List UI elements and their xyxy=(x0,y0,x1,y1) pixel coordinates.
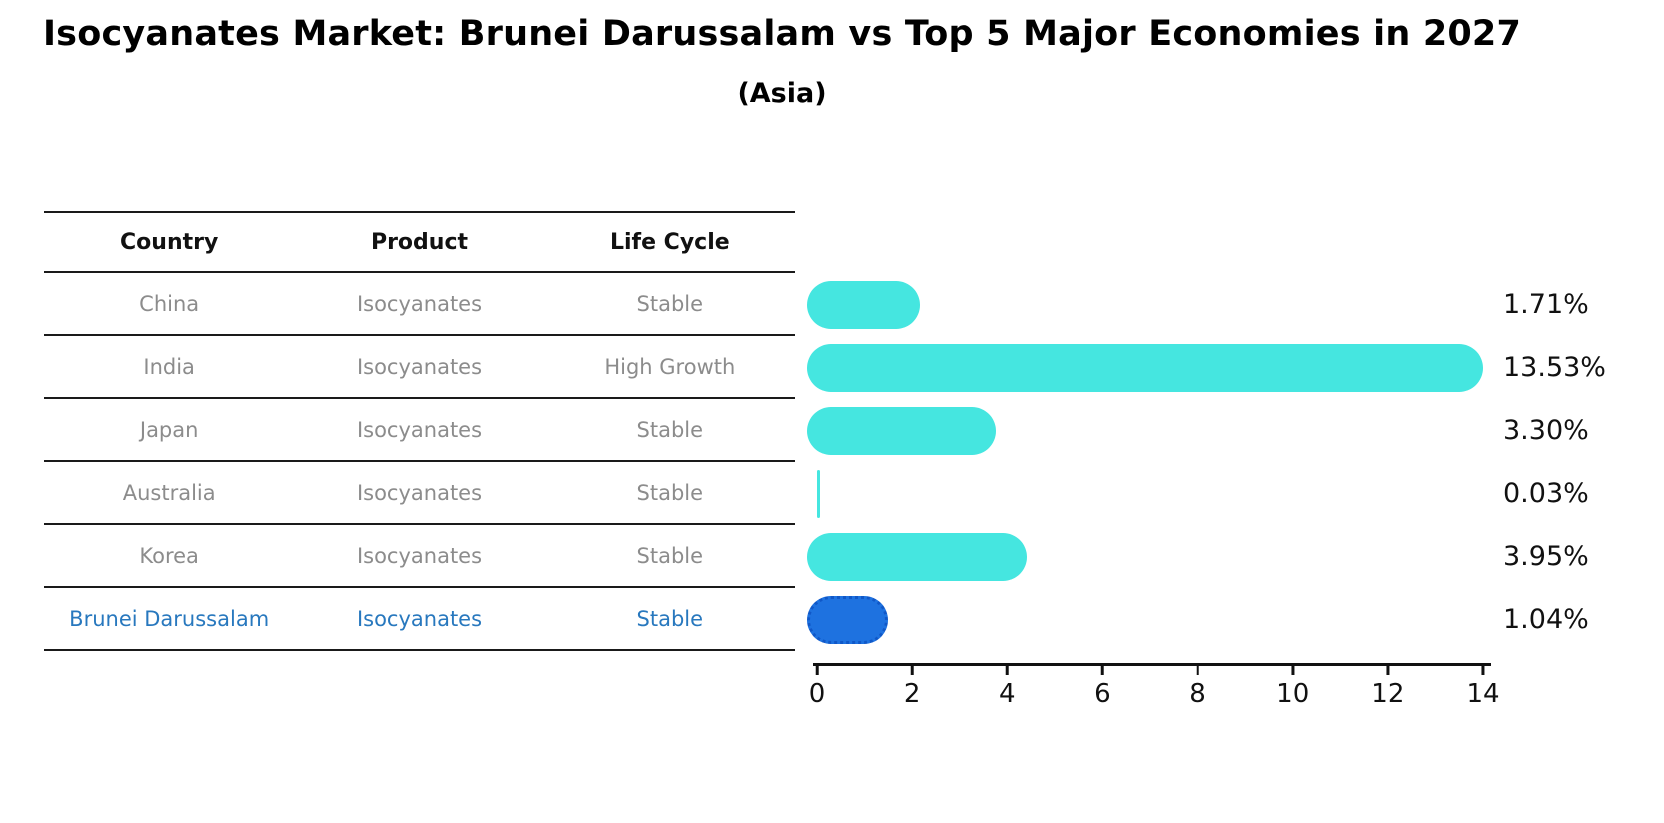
value-label: 13.53% xyxy=(1503,352,1606,383)
x-tick-label: 2 xyxy=(903,679,921,709)
value-label: 0.03% xyxy=(1503,478,1589,509)
country-cell: Australia xyxy=(122,480,216,505)
bar-australia xyxy=(817,469,821,518)
life-cycle-cell: Stable xyxy=(636,480,704,505)
country-cell: Brunei Darussalam xyxy=(69,606,270,631)
x-tick-mark xyxy=(815,666,819,675)
x-tick-label: 10 xyxy=(1276,679,1310,709)
value-label: 3.30% xyxy=(1503,415,1589,446)
x-tick-mark xyxy=(1006,666,1009,675)
bar-brunei-darussalam xyxy=(807,595,889,644)
x-tick-mark xyxy=(1291,666,1294,675)
value-label: 1.71% xyxy=(1503,289,1589,320)
product-cell: Isocyanates xyxy=(356,480,483,505)
x-tick: 8 xyxy=(1189,666,1206,709)
table-row: Japan Isocyanates Stable xyxy=(44,399,795,462)
x-tick-mark xyxy=(1101,666,1104,675)
life-cycle-cell: Stable xyxy=(636,291,704,316)
x-tick-mark xyxy=(1481,666,1485,675)
country-cell: Japan xyxy=(139,417,199,442)
table-row: China Isocyanates Stable xyxy=(44,273,795,336)
x-tick: 4 xyxy=(999,666,1016,709)
x-tick: 0 xyxy=(808,666,826,709)
x-tick-label: 0 xyxy=(808,679,826,709)
chart-title: Isocyanates Market: Brunei Darussalam vs… xyxy=(42,14,1522,54)
x-tick: 14 xyxy=(1466,666,1500,709)
info-table: Country Product Life Cycle China Isocyan… xyxy=(44,211,795,651)
chart-subtitle: (Asia) xyxy=(737,78,827,109)
product-cell: Isocyanates xyxy=(356,606,483,631)
country-cell: Korea xyxy=(139,543,199,568)
product-cell: Isocyanates xyxy=(356,354,483,379)
x-tick: 6 xyxy=(1094,666,1111,709)
bar-korea xyxy=(807,532,1027,581)
bar-row xyxy=(807,399,1483,462)
value-label: 1.04% xyxy=(1503,604,1589,635)
table-row-brunei-highlight: Brunei Darussalam Isocyanates Stable xyxy=(44,588,795,651)
table-row: Australia Isocyanates Stable xyxy=(44,462,795,525)
value-label: 3.95% xyxy=(1503,541,1589,572)
bar-row xyxy=(807,588,1483,651)
column-header-country: Country xyxy=(120,229,219,255)
country-cell: India xyxy=(143,354,195,379)
bar-india xyxy=(807,343,1483,392)
x-tick: 10 xyxy=(1276,666,1309,709)
bar-row xyxy=(807,525,1483,588)
table-header-row: Country Product Life Cycle xyxy=(44,211,795,273)
table-row: India Isocyanates High Growth xyxy=(44,336,795,399)
x-tick-label: 4 xyxy=(999,679,1016,709)
life-cycle-cell: Stable xyxy=(636,543,704,568)
x-axis: 0 2 4 6 8 10 12 14 xyxy=(809,663,1500,709)
product-cell: Isocyanates xyxy=(356,417,483,442)
value-labels: 1.71% 13.53% 3.30% 0.03% 3.95% 1.04% xyxy=(1503,273,1606,651)
product-cell: Isocyanates xyxy=(356,543,483,568)
x-tick: 12 xyxy=(1371,666,1404,709)
x-tick-mark xyxy=(1386,666,1390,675)
title-block: Isocyanates Market: Brunei Darussalam vs… xyxy=(0,0,1564,109)
x-tick-mark xyxy=(1196,666,1199,675)
table-row: Korea Isocyanates Stable xyxy=(44,525,795,588)
column-header-product: Product xyxy=(370,229,469,255)
x-tick-mark xyxy=(910,666,914,675)
bar-row xyxy=(817,462,1483,525)
x-tick-label: 8 xyxy=(1189,679,1206,709)
x-tick-label: 6 xyxy=(1094,679,1111,709)
life-cycle-cell: Stable xyxy=(636,417,704,442)
life-cycle-cell: High Growth xyxy=(604,354,736,379)
bar-row xyxy=(807,336,1483,399)
x-tick-label: 12 xyxy=(1371,679,1405,709)
country-cell: China xyxy=(139,291,200,316)
bar-row xyxy=(807,273,1483,336)
column-header-life-cycle: Life Cycle xyxy=(609,229,730,255)
bar-china xyxy=(807,280,921,329)
bar-japan xyxy=(807,406,996,455)
x-tick-label: 14 xyxy=(1466,679,1500,709)
x-tick: 2 xyxy=(903,666,921,709)
product-cell: Isocyanates xyxy=(356,291,483,316)
bar-chart: 0 2 4 6 8 10 12 14 xyxy=(807,273,1500,713)
life-cycle-cell: Stable xyxy=(636,606,704,631)
